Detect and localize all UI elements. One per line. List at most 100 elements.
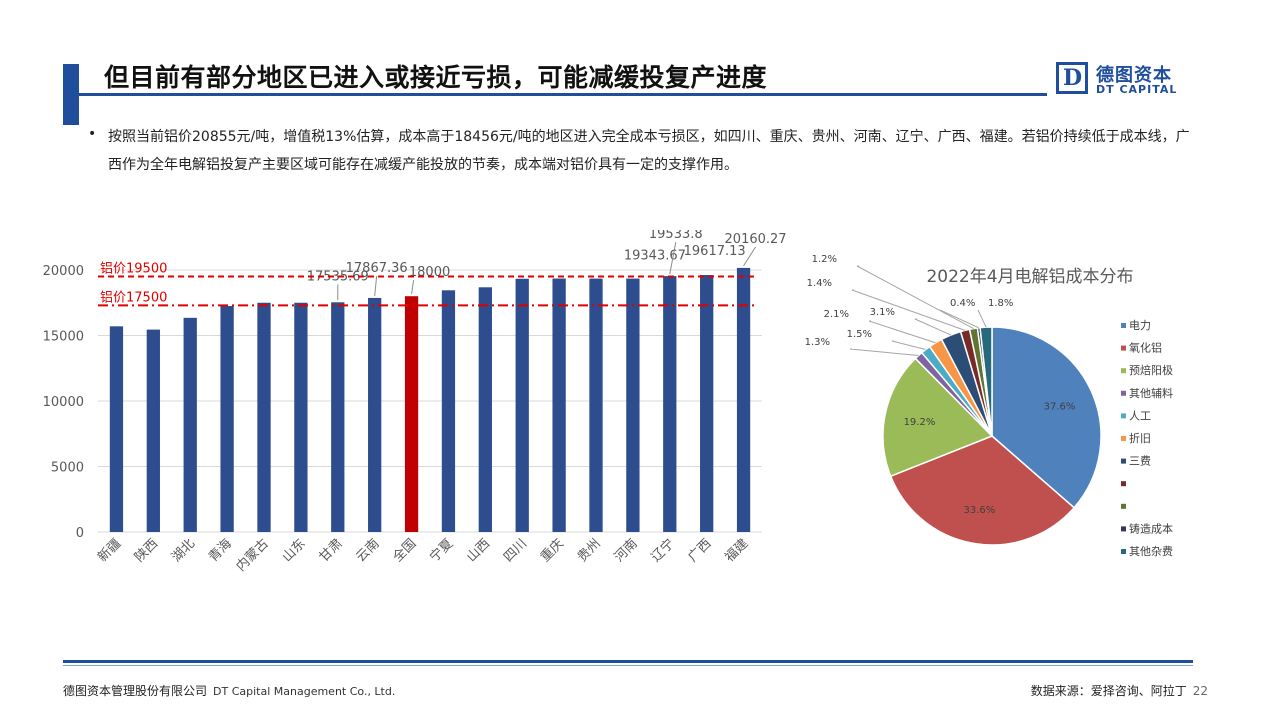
pie-leader-line: [849, 348, 919, 356]
data-label: 19617.13: [684, 244, 746, 259]
legend-swatch: [1121, 368, 1126, 374]
bar: [331, 302, 345, 532]
pie-title: 2022年4月电解铝成本分布: [926, 267, 1133, 287]
footer-source-text: 数据来源：爱择咨询、阿拉丁: [1030, 684, 1187, 698]
x-tick-label: 重庆: [537, 536, 567, 566]
legend-label: 预焙阳极: [1129, 363, 1173, 377]
x-tick-label: 山东: [280, 536, 309, 565]
legend-swatch: [1121, 481, 1126, 487]
pie-chart: 2022年4月电解铝成本分布 37.6% 33.6% 19.2% 1.3% 1.5% 2.1…: [805, 254, 1173, 558]
footer-company-en: DT Capital Management Co., Ltd.: [213, 685, 396, 698]
legend-swatch: [1121, 458, 1126, 464]
bar: [109, 326, 124, 532]
legend-swatch: [1121, 390, 1126, 396]
bar: [700, 275, 714, 532]
bar: [257, 302, 271, 532]
company-logo: D 德图资本 DT CAPITAL: [1054, 60, 1184, 98]
bar: [404, 296, 419, 532]
logo-text-cn: 德图资本: [1096, 65, 1172, 86]
logo-mark-icon: D: [1056, 62, 1088, 94]
legend-swatch: [1121, 526, 1126, 532]
pie-data-label: 37.6%: [1044, 401, 1076, 412]
pie-data-label: 3.1%: [870, 307, 895, 318]
pie-slice: [889, 435, 1076, 546]
legend-label: 氧化铝: [1129, 341, 1162, 355]
legend-swatch: [1121, 323, 1126, 328]
x-tick-label: 宁夏: [427, 536, 457, 566]
pie-leader-line: [856, 265, 974, 330]
summary-paragraph: 按照当前铝价20855元/吨，增值税13%估算，成本高于18456元/吨的地区进…: [108, 129, 1190, 173]
footer-company: 德图资本管理股份有限公司 DT Capital Management Co., L…: [63, 682, 395, 699]
footer-company-cn: 德图资本管理股份有限公司: [63, 684, 208, 698]
pie-slice: [882, 357, 994, 478]
footer-rule: [63, 660, 1193, 663]
y-tick-label: 20000: [43, 264, 84, 279]
logo-text-en: DT CAPITAL: [1096, 83, 1178, 96]
x-tick-label: 甘肃: [317, 536, 346, 565]
data-label: 18000: [409, 265, 450, 280]
pie-data-label: 1.3%: [805, 337, 830, 348]
legend-label: 其他辅料: [1129, 386, 1173, 400]
y-tick-label: 0: [76, 526, 84, 541]
page-number: 22: [1192, 684, 1208, 698]
page-title: 但目前有部分地区已进入或接近亏损，可能减缓投复产进度: [104, 63, 768, 92]
legend-swatch: [1121, 503, 1126, 509]
pie-leader-line: [977, 309, 987, 328]
legend-swatch: [1121, 436, 1126, 441]
bar: [441, 290, 456, 532]
pie-data-label: 1.2%: [812, 254, 837, 265]
legend-label: 人工: [1129, 409, 1151, 422]
pie-data-label: 1.5%: [847, 329, 872, 340]
bar: [478, 287, 492, 532]
pie-slice: [991, 326, 1102, 509]
bar: [368, 297, 382, 532]
data-label-leader: [743, 246, 756, 267]
legend-swatch: [1121, 413, 1126, 419]
reference-line-label: 铝价17500: [100, 290, 167, 305]
x-tick-label: 辽宁: [648, 536, 678, 566]
legend-label: 三费: [1129, 455, 1151, 468]
x-tick-label: 广西: [685, 536, 714, 565]
bullet-dot: •: [88, 126, 97, 142]
pie-slice: [979, 326, 993, 437]
title-underline: [79, 93, 1047, 96]
x-tick-label: 青海: [206, 536, 235, 565]
pie-leader-line: [939, 309, 979, 329]
x-tick-label: 陕西: [132, 536, 161, 565]
bar: [220, 306, 234, 532]
data-label: 17535.69: [307, 269, 369, 284]
x-tick-label: 山西: [464, 536, 493, 565]
pie-data-label: 33.6%: [964, 505, 996, 516]
pie-leader-line: [868, 320, 936, 344]
x-tick-label: 云南: [353, 536, 383, 566]
bar: [626, 278, 640, 532]
data-label: 19343.67: [624, 249, 686, 264]
pie-data-label: 1.4%: [807, 278, 832, 289]
bar: [294, 302, 308, 532]
legend-label: 其他杂费: [1129, 545, 1173, 558]
x-tick-label: 四川: [501, 536, 530, 565]
y-tick-label: 15000: [43, 330, 84, 345]
data-label: 19533.8: [649, 230, 703, 242]
x-tick-label: 福建: [722, 536, 751, 565]
pie-data-label: 19.2%: [904, 417, 936, 428]
x-tick-label: 全国: [390, 536, 420, 566]
footer-source: 数据来源：爱择咨询、阿拉丁 22: [1031, 682, 1208, 699]
data-label: 20160.27: [725, 232, 787, 247]
legend-label: 电力: [1129, 319, 1151, 332]
pie-leader-line: [851, 289, 966, 331]
bar: [552, 278, 566, 532]
legend-label: 铸造成本: [1129, 521, 1173, 535]
logo-mark-letter: D: [1063, 65, 1083, 91]
legend-swatch: [1121, 549, 1126, 554]
pie-data-label: 2.1%: [824, 309, 849, 320]
data-label-leader: [669, 242, 677, 275]
bar: [589, 278, 603, 532]
y-tick-label: 5000: [51, 461, 84, 476]
bar: [515, 278, 529, 532]
bar: [736, 267, 751, 532]
data-label-leader: [374, 275, 378, 296]
reference-line-label: 铝价19500: [100, 262, 167, 277]
x-tick-label: 河南: [611, 536, 641, 566]
footer-rule-thin: [63, 665, 1193, 666]
